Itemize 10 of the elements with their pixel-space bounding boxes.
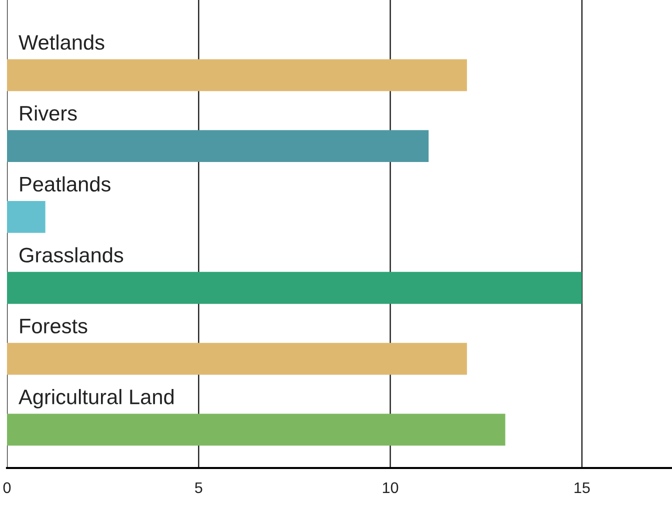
y-tick-label: Grasslands — [20, 247, 124, 262]
x-tick-label: 10 — [382, 482, 398, 494]
x-tick-label: 0 — [3, 482, 11, 494]
x-tick-label: 15 — [574, 482, 590, 494]
y-tick-label: Peatlands — [20, 176, 110, 192]
y-tick-label: Wetlands — [18, 34, 104, 50]
x-tick-label: 5 — [195, 482, 202, 494]
y-tick-label: Rivers — [20, 105, 77, 121]
y-tick-label: Forests — [20, 318, 88, 334]
y-tick-label: Agricultural Land — [18, 389, 174, 408]
